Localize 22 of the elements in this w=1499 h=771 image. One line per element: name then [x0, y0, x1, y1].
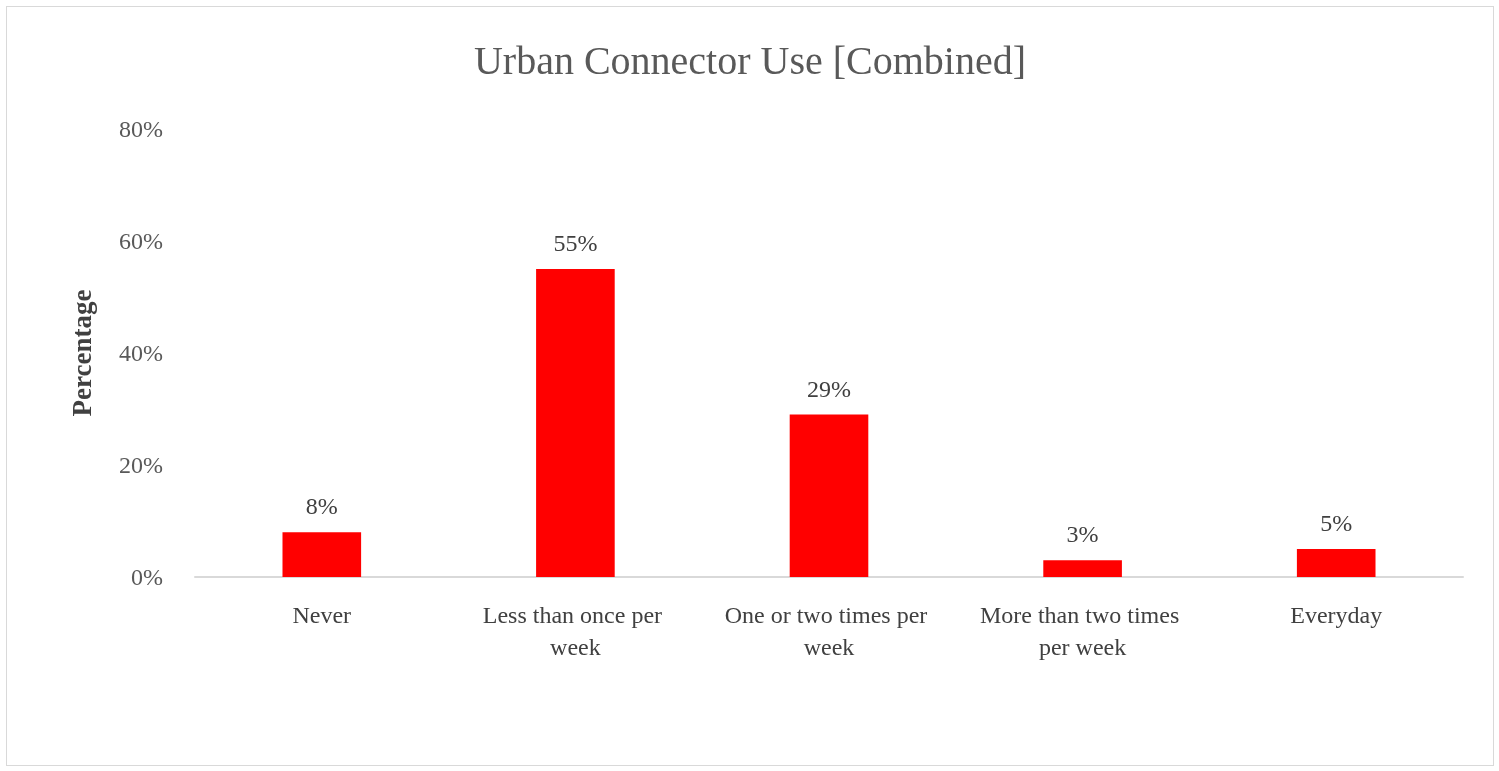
y-tick-label: 40%: [119, 340, 163, 366]
y-tick-label: 60%: [119, 228, 163, 254]
y-axis-title: Percentage: [66, 289, 97, 417]
data-label: 55%: [553, 230, 598, 256]
bar: [789, 414, 869, 577]
x-tick-label: More than two times per week: [979, 602, 1186, 660]
chart-title: Urban Connector Use [Combined]: [473, 37, 1027, 83]
data-label: 3%: [1066, 521, 1099, 548]
data-label: 5%: [1320, 510, 1353, 536]
y-tick-label: 20%: [119, 452, 163, 478]
bar: [536, 269, 615, 577]
bar: [1043, 560, 1122, 577]
x-tick-label: Never: [292, 602, 352, 628]
x-tick-label: Less than once per week: [482, 602, 669, 660]
y-tick-label: 0%: [131, 564, 163, 590]
data-label: 8%: [305, 493, 338, 520]
y-tick-label: 80%: [119, 116, 163, 142]
x-tick-label: One or two times per week: [724, 602, 934, 660]
bar: [282, 532, 362, 577]
bar: [1296, 549, 1376, 577]
data-label: 29%: [807, 375, 851, 402]
x-tick-label: Everyday: [1290, 602, 1383, 628]
